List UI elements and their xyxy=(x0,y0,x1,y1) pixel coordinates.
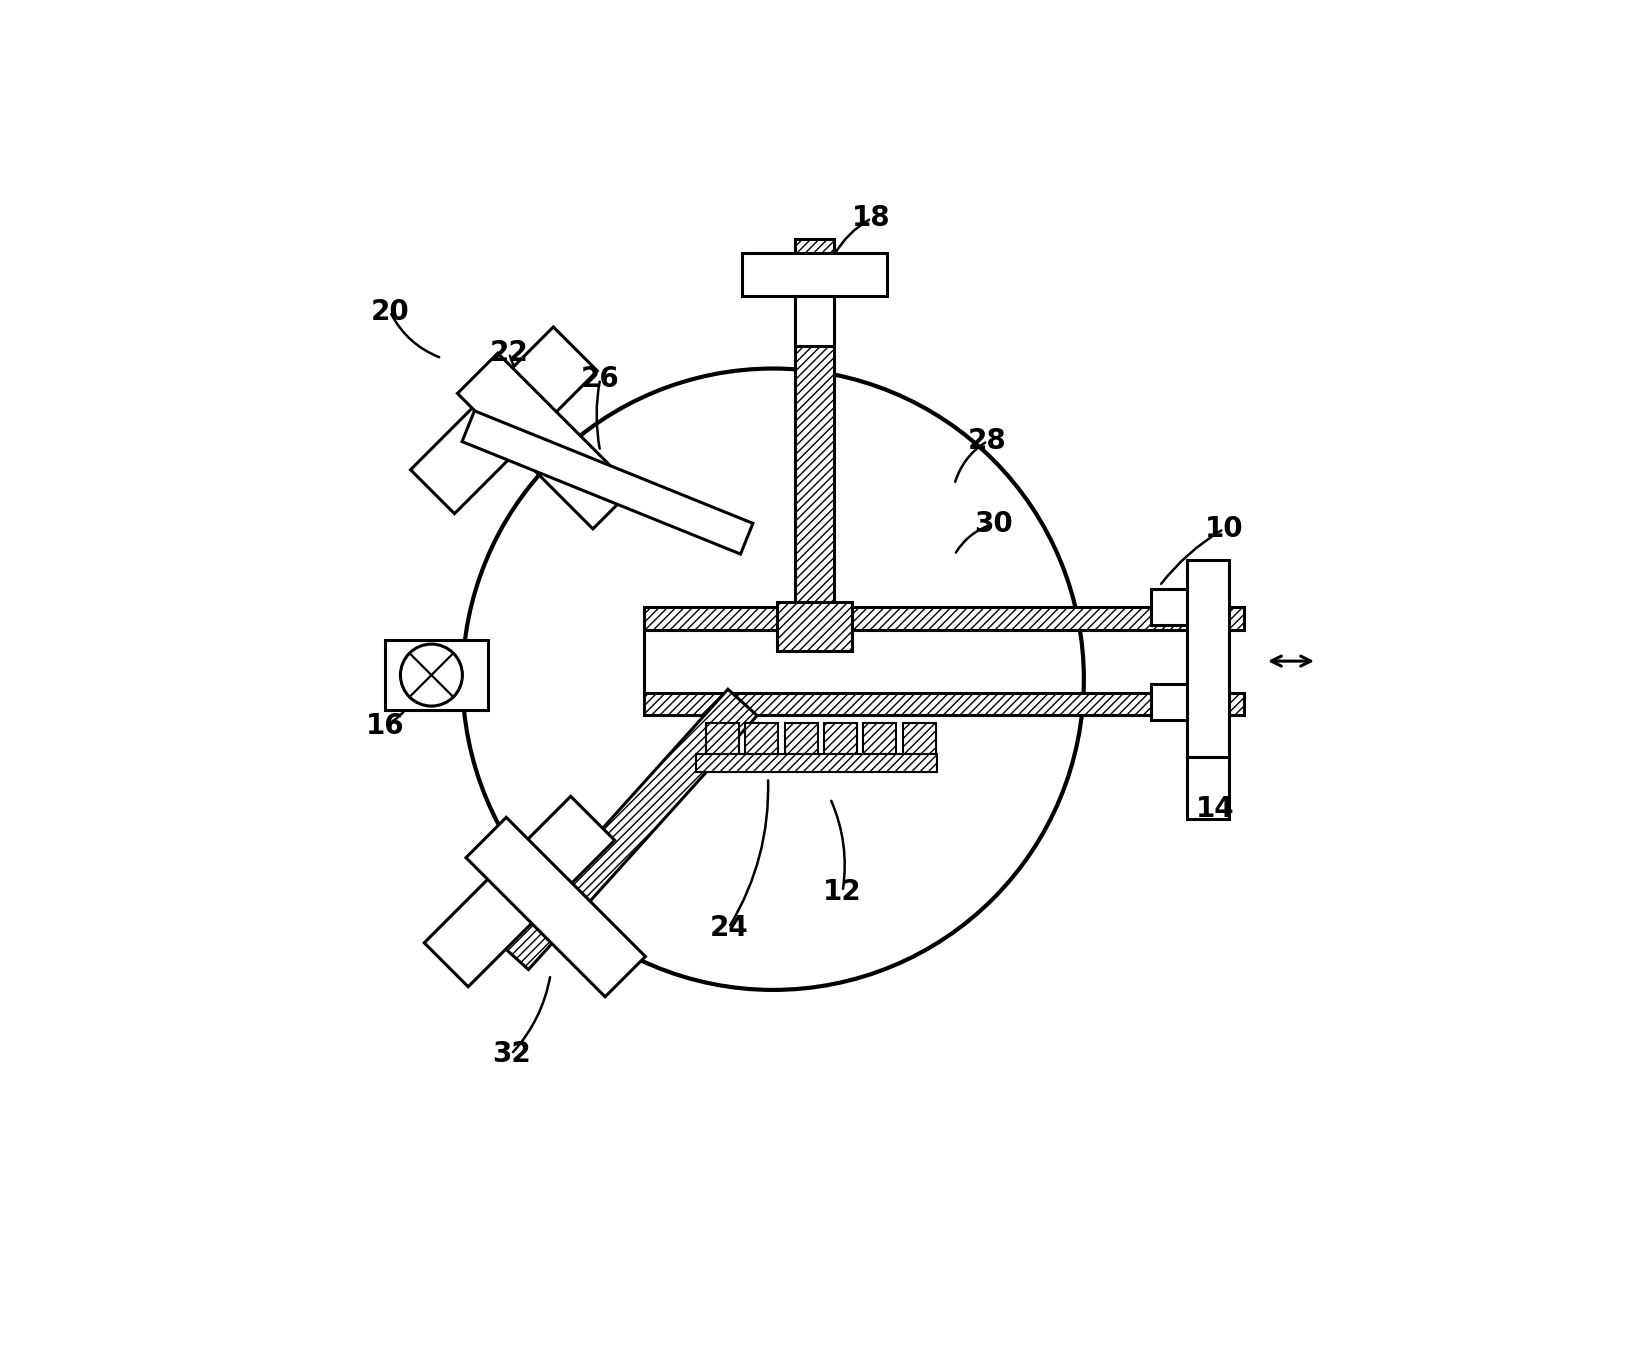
Bar xyxy=(823,722,857,753)
Bar xyxy=(385,640,488,710)
Bar xyxy=(644,693,1244,716)
Bar xyxy=(777,601,851,651)
Text: 20: 20 xyxy=(370,297,410,325)
Text: 26: 26 xyxy=(580,364,620,393)
Text: 30: 30 xyxy=(974,510,1013,538)
Bar xyxy=(795,296,834,346)
Bar xyxy=(901,722,936,753)
Bar xyxy=(783,722,818,753)
Polygon shape xyxy=(410,327,597,514)
Text: 18: 18 xyxy=(852,204,890,233)
Text: 10: 10 xyxy=(1203,515,1242,543)
Polygon shape xyxy=(425,796,615,987)
Bar xyxy=(1151,683,1200,720)
Bar xyxy=(1187,757,1228,819)
Bar xyxy=(1151,589,1200,625)
Polygon shape xyxy=(498,689,757,970)
Text: 24: 24 xyxy=(708,913,747,942)
Bar xyxy=(705,722,739,753)
Text: 12: 12 xyxy=(823,877,862,905)
Text: 32: 32 xyxy=(492,1040,529,1068)
Text: 14: 14 xyxy=(1195,795,1234,823)
Bar xyxy=(795,239,834,601)
Text: 22: 22 xyxy=(490,339,528,367)
Text: 16: 16 xyxy=(365,712,403,740)
Text: 28: 28 xyxy=(967,426,1006,455)
Bar xyxy=(742,253,887,296)
Bar xyxy=(644,607,1244,629)
Polygon shape xyxy=(462,410,752,554)
Bar xyxy=(862,722,897,753)
Polygon shape xyxy=(457,354,633,529)
Bar xyxy=(695,753,936,772)
Bar xyxy=(1187,560,1228,763)
Polygon shape xyxy=(465,818,646,997)
Bar xyxy=(744,722,779,753)
